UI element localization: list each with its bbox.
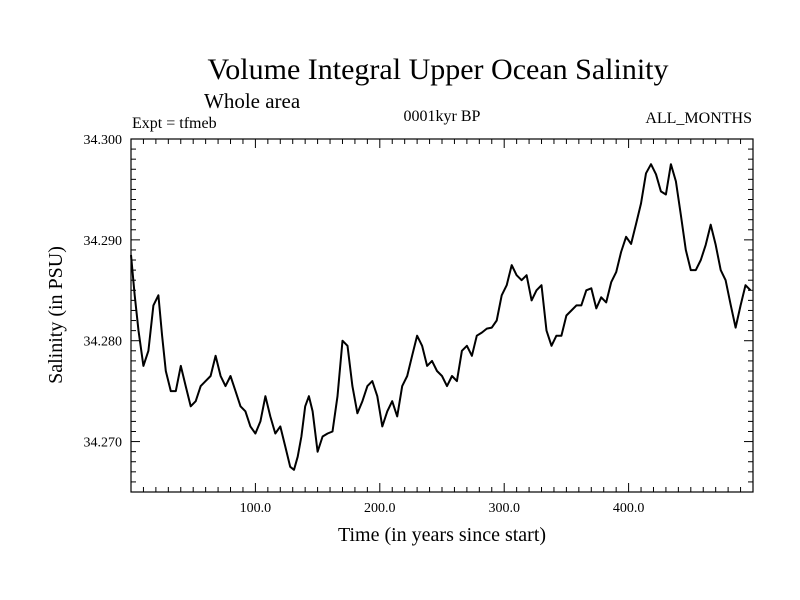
x-axis-ticks: 100.0 200.0 300.0 400.0 [142,139,742,516]
x-tick-label: 200.0 [364,501,396,516]
y-axis-label: Salinity (in PSU) [45,246,67,384]
experiment-label: Expt = tfmeb [132,115,217,132]
y-tick-label: 34.270 [84,436,123,451]
x-axis-label: Time (in years since start) [338,524,546,546]
chart-subtitle: Whole area [204,89,301,113]
x-tick-label: 100.0 [240,501,272,516]
plot-frame [130,138,754,493]
y-tick-label: 34.280 [84,335,123,350]
chart-title: Volume Integral Upper Ocean Salinity [208,53,669,86]
x-tick-label: 300.0 [488,501,520,516]
salinity-series-line [130,163,752,471]
months-label: ALL_MONTHS [645,110,752,127]
x-tick-label: 400.0 [613,501,645,516]
y-axis-ticks: 34.270 34.280 34.290 34.300 [84,133,753,493]
y-tick-label: 34.290 [84,234,123,249]
period-label: 0001kyr BP [404,108,481,125]
y-tick-label: 34.300 [84,133,123,148]
